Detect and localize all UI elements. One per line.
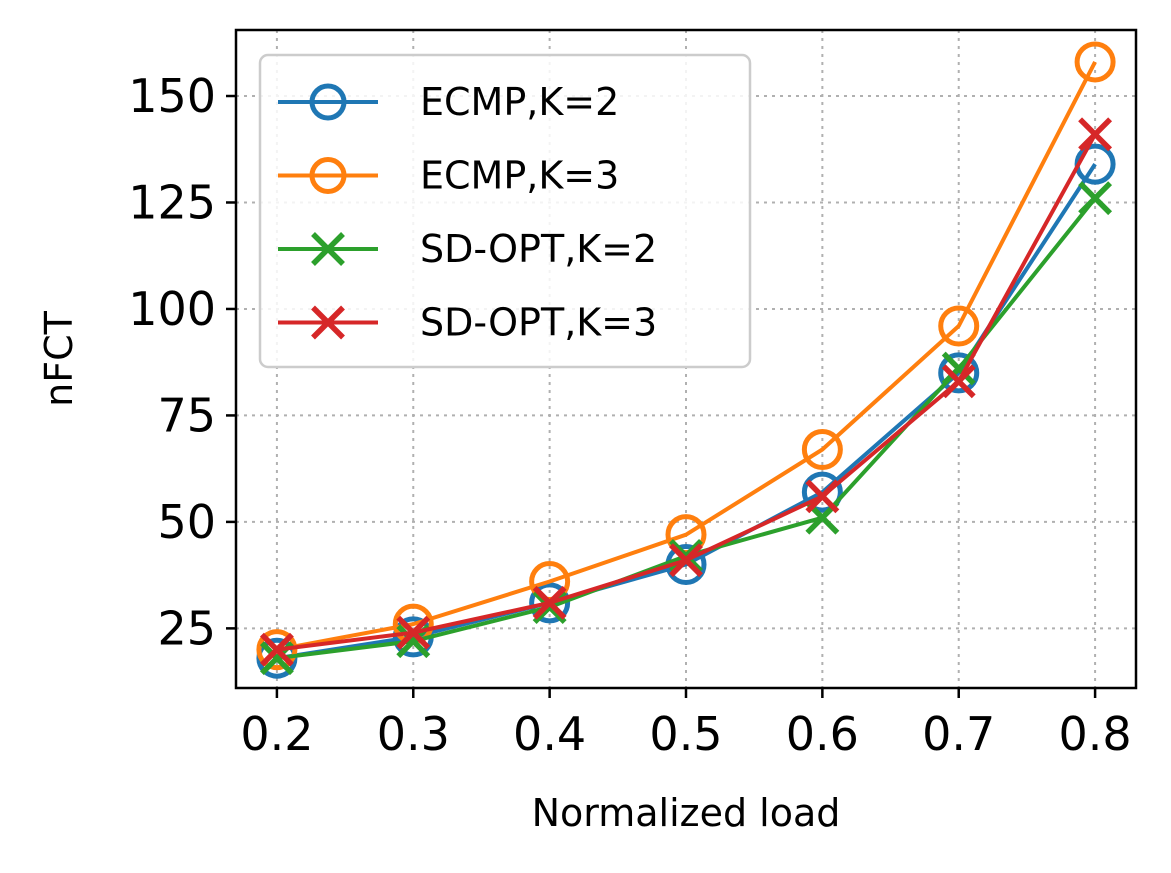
x-tick-label: 0.3 — [377, 707, 450, 761]
x-tick-label: 0.4 — [513, 707, 586, 761]
y-tick-label: 75 — [157, 388, 216, 442]
series-layer — [256, 41, 1116, 679]
data-point — [938, 305, 980, 347]
data-point — [938, 352, 980, 394]
data-point — [396, 615, 431, 650]
legend-marker — [309, 83, 347, 121]
x-tick-label: 0.2 — [240, 707, 313, 761]
legend-entry: ECMP,K=2 — [278, 80, 619, 124]
data-point — [256, 629, 298, 671]
legend-marker — [311, 305, 345, 340]
data-point — [941, 351, 976, 386]
data-point — [529, 582, 571, 624]
data-point — [1078, 117, 1113, 152]
x-tick-label: 0.8 — [1059, 707, 1132, 761]
y-axis-label: nFCT — [37, 310, 81, 406]
legend-label: SD-OPT,K=3 — [420, 301, 657, 345]
legend-marker — [311, 232, 345, 266]
legend-box — [258, 53, 752, 369]
y-tick-label: 100 — [128, 282, 216, 336]
y-tick-label: 50 — [157, 495, 216, 549]
series-2 — [259, 181, 1113, 676]
data-point — [801, 429, 843, 471]
data-point — [1074, 41, 1116, 83]
data-point — [532, 590, 567, 625]
data-point — [941, 364, 976, 399]
axis-ticks: 0.2 0.3 0.4 0.5 0.6 0.7 0.8 25 50 75 100 125 150 — [128, 69, 1131, 761]
legend-entry: ECMP,K=3 — [278, 154, 619, 198]
x-tick-label: 0.5 — [649, 707, 722, 761]
data-point — [669, 543, 703, 578]
legend-label: ECMP,K=2 — [420, 80, 619, 124]
y-tick-label: 150 — [128, 69, 216, 123]
data-point — [669, 539, 703, 573]
legend-label: ECMP,K=3 — [420, 154, 619, 198]
x-tick-label: 0.7 — [922, 707, 995, 761]
y-tick-label: 25 — [157, 601, 216, 655]
data-point — [801, 471, 843, 513]
y-tick-label: 125 — [128, 175, 216, 229]
legend-label: SD-OPT,K=2 — [420, 227, 657, 271]
x-tick-label: 0.6 — [786, 707, 859, 761]
data-point — [1078, 181, 1113, 216]
legend-marker — [309, 157, 347, 194]
x-axis-label: Normalized load — [532, 791, 841, 835]
data-point — [532, 585, 567, 620]
legend-entry: SD-OPT,K=3 — [278, 301, 657, 345]
legend: ECMP,K=2 ECMP,K=3 SD-OPT,K=2 SD-OPT,K=3 — [258, 53, 752, 369]
legend-entry: SD-OPT,K=2 — [278, 227, 657, 271]
data-point — [259, 632, 294, 667]
series-3 — [259, 117, 1113, 667]
series-line — [276, 61, 1097, 652]
series-line — [276, 163, 1097, 661]
data-point — [805, 479, 840, 514]
